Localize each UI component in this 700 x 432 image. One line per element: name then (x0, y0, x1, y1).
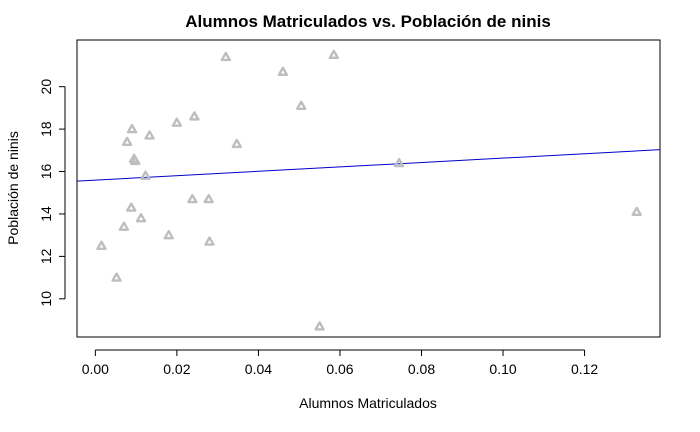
data-point-1 (96, 240, 107, 250)
x-tick-label-3: 0.04 (245, 361, 272, 377)
data-point-19 (231, 138, 243, 149)
data-point-8 (130, 155, 141, 166)
regression-line (76, 149, 661, 182)
y-tick-label-1: 10 (38, 291, 54, 307)
data-point-10 (140, 170, 151, 180)
data-point-4 (121, 136, 133, 147)
data-point-13 (171, 117, 183, 127)
plot-frame (76, 39, 661, 338)
data-point-3 (118, 221, 130, 231)
y-tick-label-4: 16 (38, 164, 54, 180)
data-point-17 (204, 236, 215, 246)
chart-title: Alumnos Matriculados vs. Población de ni… (185, 12, 551, 31)
x-tick-label-6: 0.10 (489, 361, 516, 377)
data-point-14 (187, 193, 198, 204)
y-tick-label-6: 20 (38, 79, 54, 95)
data-point-24 (393, 157, 405, 168)
y-tick-label-5: 18 (38, 121, 54, 137)
data-point-25 (631, 206, 642, 217)
y-axis-label: Población de ninis (5, 131, 21, 245)
y-tick-label-2: 12 (38, 248, 54, 264)
y-axis: 10 12 14 16 18 20 (38, 79, 66, 307)
data-point-18 (220, 51, 232, 62)
data-point-2 (111, 272, 122, 282)
data-point-21 (296, 100, 307, 110)
x-axis-label: Alumnos Matriculados (299, 395, 437, 411)
data-point-12 (163, 229, 174, 240)
regression-layer (76, 149, 661, 182)
x-axis: 0.00 0.02 0.04 0.06 0.08 0.10 0.12 (82, 349, 598, 377)
data-point-23 (328, 49, 340, 60)
data-point-15 (189, 111, 200, 121)
x-tick-label-7: 0.12 (571, 361, 598, 377)
points-layer (96, 49, 642, 331)
data-point-11 (144, 130, 155, 140)
x-tick-label-4: 0.06 (326, 361, 353, 377)
x-tick-label-2: 0.02 (163, 361, 190, 377)
y-tick-label-3: 14 (38, 206, 54, 222)
x-tick-label-1: 0.00 (82, 361, 109, 377)
data-point-22 (314, 321, 325, 331)
data-point-5 (126, 202, 137, 212)
x-tick-label-5: 0.08 (408, 361, 435, 377)
data-point-16 (203, 193, 214, 204)
data-point-9 (135, 212, 147, 223)
data-point-20 (277, 66, 289, 77)
data-point-6 (126, 123, 138, 134)
